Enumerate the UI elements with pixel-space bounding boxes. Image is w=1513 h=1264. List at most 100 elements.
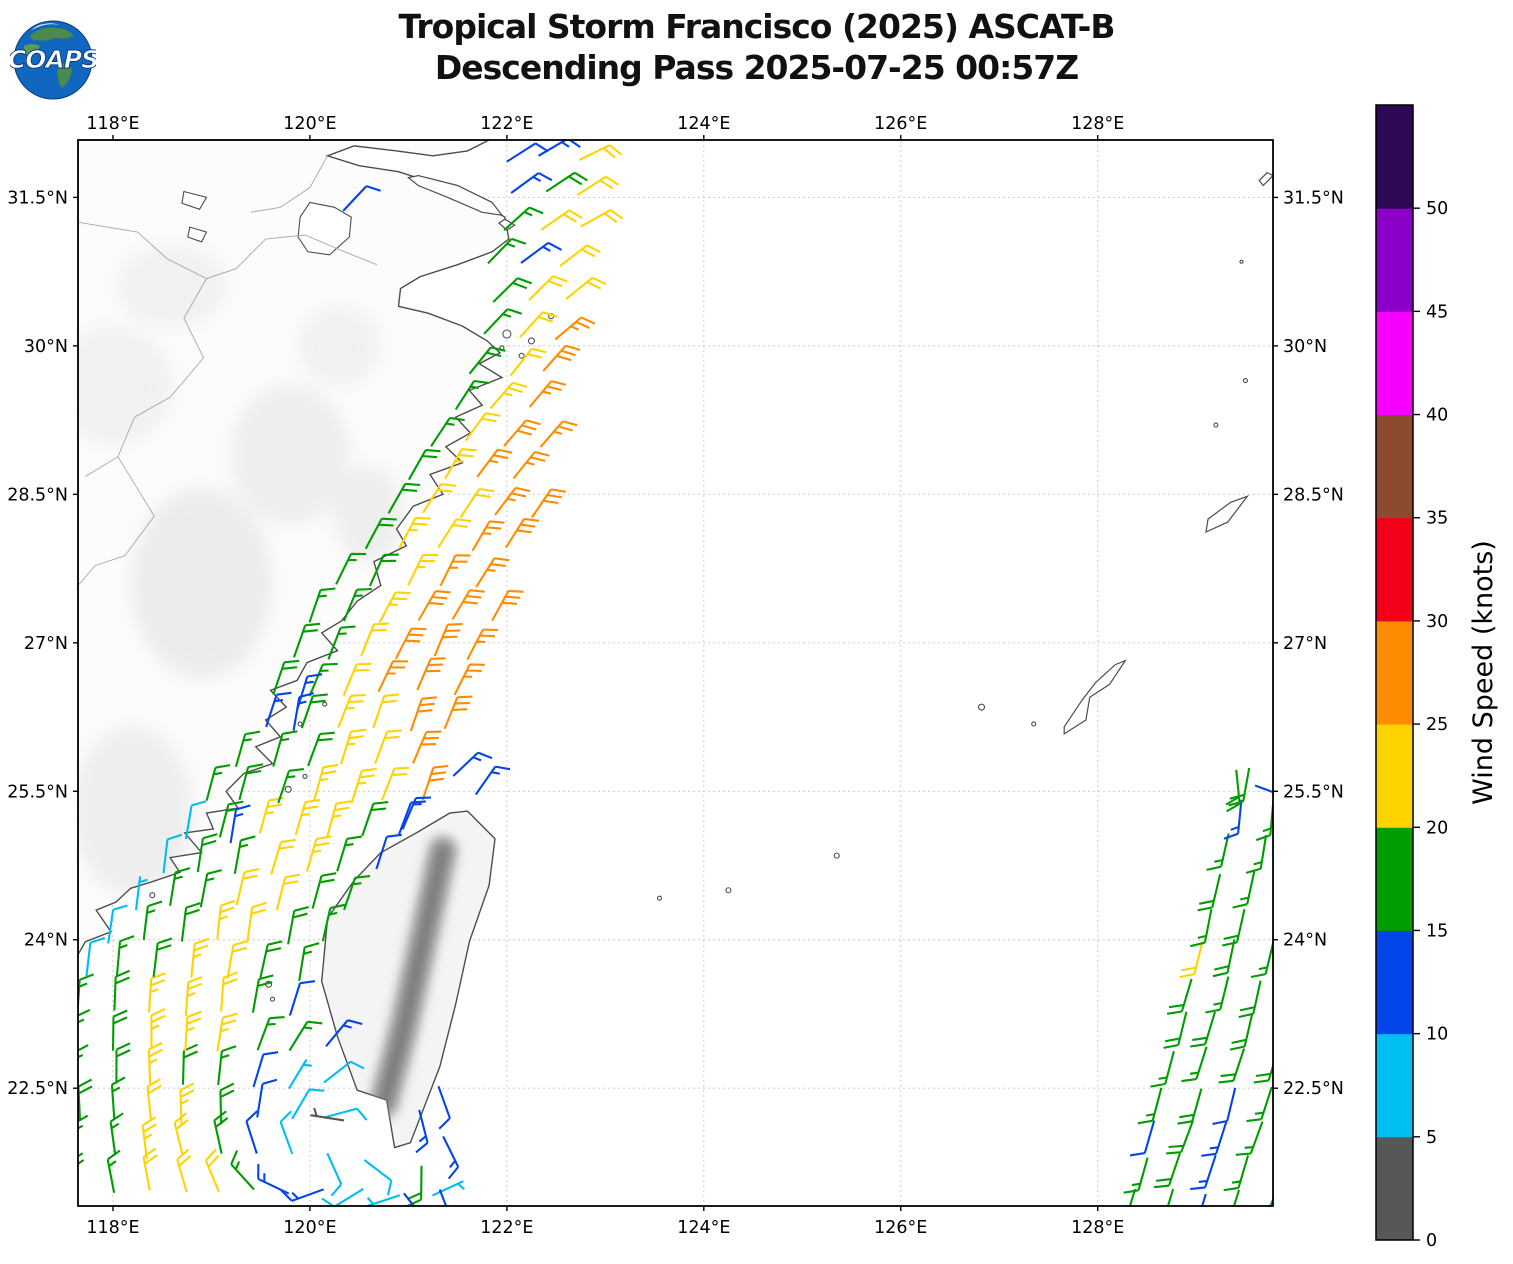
- wind-barb: [146, 1078, 162, 1121]
- wind-barb: [311, 872, 337, 909]
- wind-barb: [308, 662, 338, 697]
- wind-barb: [531, 488, 566, 519]
- axis-tick-label: 30°N: [24, 337, 68, 357]
- wind-barb: [1129, 1120, 1156, 1157]
- wind-barb: [1190, 1011, 1217, 1048]
- wind-barb: [372, 693, 400, 729]
- wind-barb: [288, 980, 316, 1016]
- wind-barb: [474, 765, 511, 796]
- wind-barb: [78, 1152, 85, 1166]
- wind-barb: [196, 833, 218, 873]
- axis-tick-label: 128°E: [1071, 114, 1124, 134]
- wind-barb: [489, 381, 528, 410]
- wind-barb: [503, 206, 544, 231]
- wind-barb: [294, 798, 321, 836]
- map-frame: [73, 135, 1278, 1211]
- lake-outline: [181, 190, 208, 210]
- wind-barb: [259, 940, 283, 979]
- coaps-logo-globe-icon: COAPS: [10, 20, 96, 100]
- wind-barb: [280, 1188, 325, 1202]
- wind-barb: [443, 695, 473, 730]
- colorbar-tick-label: 15: [1426, 921, 1448, 941]
- wind-barb: [106, 1149, 121, 1193]
- wind-barb: [409, 696, 437, 732]
- axis-tick-label: 126°E: [874, 114, 927, 134]
- wind-barb: [494, 486, 531, 516]
- wind-barb: [364, 517, 397, 550]
- province-border: [78, 221, 378, 280]
- wind-barb: [238, 763, 264, 801]
- wind-barb: [252, 1051, 279, 1088]
- wind-barb: [272, 659, 300, 695]
- island-outline: [1205, 495, 1250, 534]
- wind-barb: [272, 730, 298, 767]
- wind-barb: [305, 835, 332, 872]
- wind-barb: [421, 764, 449, 801]
- wind-barb: [293, 622, 321, 658]
- wind-barb: [528, 275, 568, 301]
- mainland-china-coastline: [78, 140, 510, 957]
- wind-barb: [265, 691, 292, 728]
- wind-barb: [363, 1159, 393, 1196]
- wind-barb: [1150, 1050, 1175, 1088]
- wind-barb: [468, 346, 506, 375]
- wind-barb: [180, 902, 201, 942]
- wind-barb: [512, 450, 550, 480]
- small-island: [297, 721, 303, 727]
- axis-tick-label: 122°E: [480, 114, 533, 134]
- wind-barb: [152, 937, 173, 978]
- wind-barb: [216, 899, 236, 940]
- axis-tick-label: 120°E: [283, 114, 336, 134]
- axis-tick-label: 126°E: [874, 1218, 927, 1238]
- wind-barb: [374, 729, 402, 764]
- colorbar-segment: [1376, 414, 1413, 519]
- wind-barb: [366, 1194, 401, 1206]
- small-island: [518, 352, 525, 359]
- wind-barb: [453, 663, 485, 696]
- wind-barb: [1123, 1157, 1149, 1194]
- wind-barb: [1254, 784, 1273, 794]
- wind-barb: [258, 796, 284, 834]
- wind-barb: [325, 1019, 363, 1047]
- wind-barb: [545, 171, 588, 193]
- wind-barb: [430, 416, 465, 447]
- small-island: [284, 785, 292, 793]
- wind-barb: [256, 1078, 278, 1118]
- wind-barb: [226, 940, 249, 979]
- wind-barb: [1212, 1087, 1237, 1126]
- wind-barb: [1246, 1086, 1273, 1123]
- wind-barb: [1206, 833, 1230, 871]
- axis-tick-labels: 118°E 118°E 120°E 120°E 122°E 122°E 124°E 124°E…: [7, 114, 1344, 1238]
- wind-barb: [162, 833, 183, 874]
- wind-barb: [234, 730, 261, 768]
- wind-barb: [1232, 1189, 1241, 1206]
- wind-barb: [451, 589, 485, 621]
- axis-tick-label: 31.5°N: [1283, 188, 1344, 208]
- wind-barb: [323, 1107, 368, 1121]
- wind-barb: [288, 1020, 323, 1052]
- wind-barb: [459, 487, 495, 518]
- wind-barb: [422, 483, 457, 514]
- wind-barb: [337, 693, 366, 728]
- axis-tick-label: 24°N: [24, 931, 68, 951]
- colorbar-segment: [1376, 930, 1413, 1035]
- wind-barb: [184, 1010, 202, 1052]
- wind-barb: [342, 587, 372, 622]
- wind-barb: [147, 1041, 163, 1084]
- wind-barb: [412, 730, 442, 764]
- wind-barb: [406, 1165, 423, 1206]
- small-island: [322, 701, 328, 707]
- small-island: [302, 773, 308, 779]
- island-outline: [407, 174, 504, 217]
- small-island: [833, 852, 840, 859]
- wind-barb: [377, 660, 409, 693]
- wind-barb: [380, 766, 410, 801]
- wind-barb: [310, 1107, 345, 1122]
- wind-barb: [387, 482, 421, 514]
- axis-tick-label: 118°E: [86, 1218, 139, 1238]
- wind-barb: [565, 276, 607, 300]
- wind-barb: [394, 627, 427, 660]
- colorbar-segment: [1376, 724, 1413, 828]
- wind-barb: [78, 1044, 89, 1059]
- terrain-shading-layer: [78, 244, 458, 1119]
